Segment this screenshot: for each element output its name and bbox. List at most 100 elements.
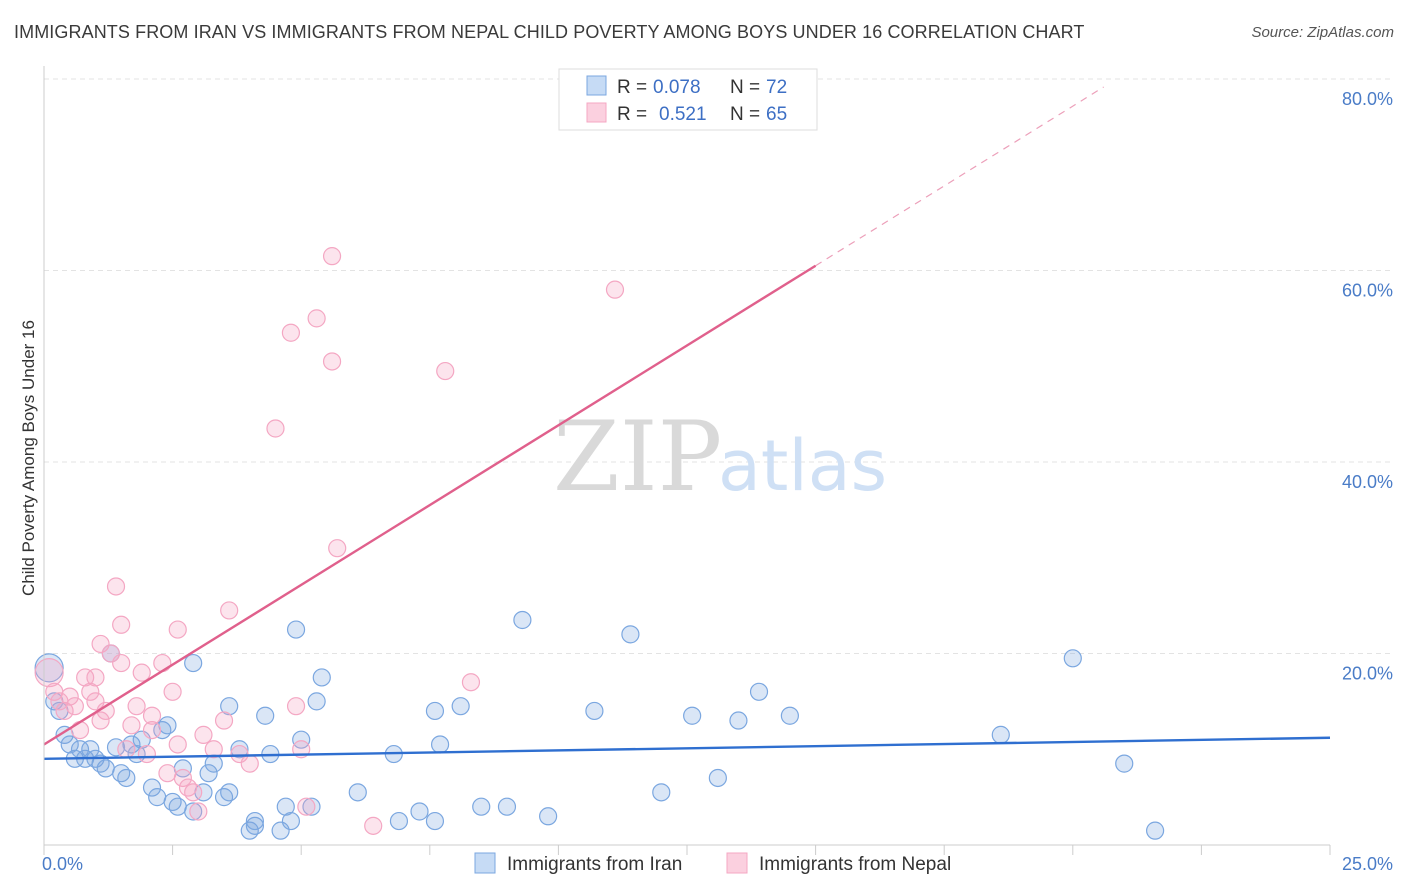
legend-r-label-iran: R = <box>617 77 647 98</box>
nepal-point-47 <box>322 247 342 266</box>
iran-point-66 <box>749 682 769 701</box>
nepal-point-48 <box>328 539 347 558</box>
bottom-legend-swatch-nepal <box>726 852 748 874</box>
nepal-point-46 <box>322 352 342 371</box>
iran-point-41 <box>276 797 295 816</box>
nepal-point-0 <box>34 658 64 688</box>
iran-point-48 <box>348 783 367 802</box>
nepal-point-4 <box>60 687 79 706</box>
y-tick-label-40: 40.0% <box>1342 472 1393 492</box>
iran-trend-line <box>43 736 1331 761</box>
iran-point-60 <box>585 701 604 721</box>
legend-n-label-iran: N = <box>730 77 760 98</box>
iran-point-37 <box>245 811 265 831</box>
nepal-point-28 <box>168 620 187 639</box>
nepal-point-18 <box>117 740 136 759</box>
y-tick-label-20: 20.0% <box>1342 664 1393 684</box>
grid-lines <box>44 78 1392 654</box>
iran-point-11 <box>96 759 115 778</box>
iran-point-43 <box>286 620 306 639</box>
iran-point-71 <box>1146 821 1165 840</box>
data-points <box>34 247 1165 840</box>
iran-point-44 <box>292 730 311 749</box>
nepal-point-34 <box>194 725 213 744</box>
bottom-legend-label-nepal: Immigrants from Nepal <box>759 854 951 875</box>
nepal-point-20 <box>127 697 146 716</box>
iran-point-58 <box>513 610 532 630</box>
nepal-point-16 <box>112 615 131 634</box>
iran-point-26 <box>184 653 203 673</box>
legend-swatch-nepal <box>586 102 607 123</box>
x-tick-label-max: 25.0% <box>1342 854 1393 874</box>
nepal-point-32 <box>184 783 203 802</box>
iran-point-33 <box>220 697 239 716</box>
legend-swatch-iran <box>586 75 607 96</box>
nepal-point-23 <box>142 706 162 725</box>
legend-r-label-nepal: R = <box>617 104 647 125</box>
nepal-point-33 <box>189 802 208 821</box>
bottom-legend-label-iran: Immigrants from Iran <box>507 854 682 875</box>
legend-r-value-iran: 0.078 <box>653 77 701 98</box>
iran-point-22 <box>158 716 177 735</box>
iran-point-38 <box>256 706 275 725</box>
iran-point-34 <box>230 740 249 759</box>
nepal-point-49 <box>364 816 383 835</box>
iran-point-69 <box>1063 649 1082 668</box>
nepal-point-22 <box>137 744 156 764</box>
nepal-point-35 <box>204 740 223 759</box>
nepal-point-30 <box>173 768 192 788</box>
iran-point-55 <box>451 697 470 716</box>
legend-n-label-nepal: N = <box>730 104 760 125</box>
nepal-point-42 <box>286 697 306 716</box>
iran-point-53 <box>425 701 445 721</box>
iran-point-50 <box>389 811 409 831</box>
nepal-point-36 <box>214 711 234 730</box>
nepal-point-17 <box>112 653 131 673</box>
nepal-point-27 <box>163 682 182 701</box>
iran-point-32 <box>220 783 239 802</box>
nepal-point-40 <box>266 419 285 438</box>
iran-point-19 <box>142 778 162 797</box>
iran-point-64 <box>708 768 727 788</box>
nepal-point-5 <box>65 697 84 716</box>
iran-point-57 <box>497 797 517 816</box>
iran-point-62 <box>652 783 671 802</box>
trend-lines <box>43 86 1331 761</box>
y-tick-label-60: 60.0% <box>1342 281 1393 301</box>
iran-point-47 <box>312 668 331 687</box>
nepal-point-11 <box>91 711 110 730</box>
nepal-point-51 <box>461 673 481 692</box>
iran-point-65 <box>729 711 748 730</box>
iran-point-24 <box>168 797 187 816</box>
bottom-legend-swatch-iran <box>474 852 496 874</box>
iran-point-54 <box>430 735 450 754</box>
nepal-point-21 <box>132 663 151 682</box>
x-tick-label-min: 0.0% <box>42 854 83 874</box>
nepal-point-19 <box>122 716 141 735</box>
iran-point-42 <box>281 811 301 831</box>
watermark-atlas: atlas <box>718 425 887 507</box>
chart-source: Source: ZipAtlas.com <box>1251 24 1394 41</box>
nepal-trend-extension <box>815 86 1104 267</box>
nepal-point-41 <box>281 323 301 342</box>
watermark-zip: ZIP <box>553 401 722 513</box>
axes: 20.0% 40.0% 60.0% 80.0% 0.0% 25.0% <box>42 66 1393 874</box>
nepal-point-3 <box>55 701 74 721</box>
nepal-point-37 <box>220 601 239 620</box>
nepal-trend-line <box>43 264 817 746</box>
iran-point-51 <box>410 802 429 821</box>
iran-point-67 <box>780 706 799 725</box>
nepal-point-7 <box>76 668 95 687</box>
iran-point-29 <box>199 764 218 783</box>
nepal-point-29 <box>168 735 187 754</box>
bottom-legend: Immigrants from Iran Immigrants from Nep… <box>474 852 951 875</box>
nepal-point-50 <box>436 361 455 381</box>
chart-title: IMMIGRANTS FROM IRAN VS IMMIGRANTS FROM … <box>14 22 1085 42</box>
iran-point-46 <box>307 692 326 711</box>
iran-point-52 <box>425 811 445 831</box>
iran-point-63 <box>683 706 702 725</box>
nepal-point-10 <box>86 668 105 687</box>
legend-n-value-nepal: 65 <box>766 104 787 125</box>
legend-r-value-nepal: 0.521 <box>659 104 707 125</box>
iran-point-20 <box>148 788 167 807</box>
